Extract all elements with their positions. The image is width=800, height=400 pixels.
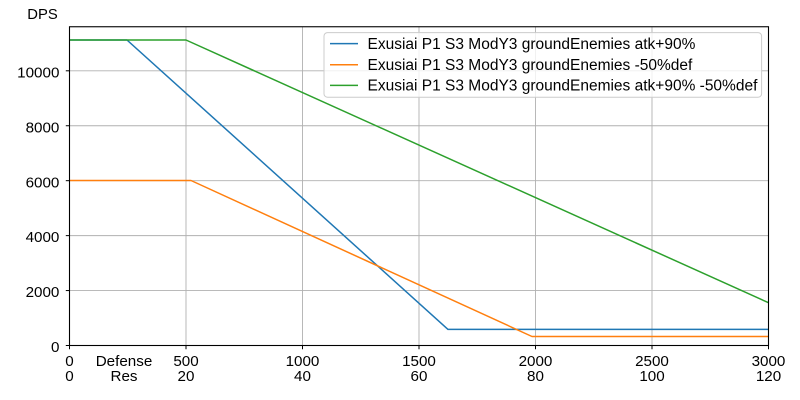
- svg-text:4000: 4000: [26, 229, 60, 246]
- svg-text:20: 20: [178, 368, 195, 385]
- svg-text:80: 80: [527, 368, 544, 385]
- svg-text:0: 0: [65, 353, 73, 370]
- svg-text:60: 60: [411, 368, 428, 385]
- svg-text:1500: 1500: [402, 353, 436, 370]
- svg-text:2000: 2000: [26, 284, 60, 301]
- svg-text:DPS: DPS: [27, 7, 58, 23]
- svg-text:6000: 6000: [26, 174, 60, 191]
- svg-text:0: 0: [65, 368, 73, 385]
- svg-text:0: 0: [51, 339, 59, 356]
- svg-text:100: 100: [639, 368, 664, 385]
- svg-text:2500: 2500: [635, 353, 669, 370]
- svg-text:2000: 2000: [519, 353, 553, 370]
- svg-text:Exusiai P1 S3 ModY3 groundEnem: Exusiai P1 S3 ModY3 groundEnemies atk+90…: [368, 78, 759, 95]
- svg-text:Exusiai P1 S3 ModY3 groundEnem: Exusiai P1 S3 ModY3 groundEnemies -50%de…: [368, 57, 694, 74]
- svg-text:500: 500: [173, 353, 198, 370]
- svg-text:Res: Res: [110, 368, 137, 385]
- svg-text:10000: 10000: [17, 64, 59, 81]
- svg-text:120: 120: [756, 368, 781, 385]
- svg-text:Exusiai P1 S3 ModY3 groundEnem: Exusiai P1 S3 ModY3 groundEnemies atk+90…: [368, 36, 696, 53]
- svg-text:Defense: Defense: [96, 353, 153, 370]
- svg-text:8000: 8000: [26, 119, 60, 136]
- svg-text:3000: 3000: [752, 353, 786, 370]
- svg-text:40: 40: [294, 368, 311, 385]
- svg-text:1000: 1000: [286, 353, 320, 370]
